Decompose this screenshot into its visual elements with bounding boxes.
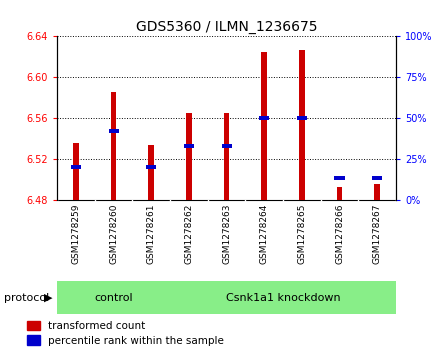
Bar bbox=[184, 144, 194, 148]
Bar bbox=[261, 52, 267, 200]
Text: control: control bbox=[94, 293, 133, 303]
Bar bbox=[57, 281, 170, 314]
Legend: transformed count, percentile rank within the sample: transformed count, percentile rank withi… bbox=[27, 321, 224, 346]
Text: GSM1278263: GSM1278263 bbox=[222, 204, 231, 264]
Bar bbox=[71, 165, 81, 169]
Bar bbox=[111, 93, 117, 200]
Bar bbox=[224, 113, 229, 200]
Bar bbox=[109, 129, 119, 133]
Bar bbox=[337, 187, 342, 200]
Text: GSM1278267: GSM1278267 bbox=[373, 204, 381, 264]
Bar bbox=[221, 144, 232, 148]
Bar bbox=[146, 165, 156, 169]
Text: GSM1278259: GSM1278259 bbox=[72, 204, 81, 264]
Bar bbox=[334, 176, 345, 180]
Text: GSM1278260: GSM1278260 bbox=[109, 204, 118, 264]
Text: GSM1278264: GSM1278264 bbox=[260, 204, 269, 264]
Bar bbox=[73, 143, 79, 200]
Bar bbox=[299, 50, 305, 200]
Text: GSM1278261: GSM1278261 bbox=[147, 204, 156, 264]
Bar bbox=[374, 184, 380, 200]
Bar bbox=[186, 113, 192, 200]
Text: ▶: ▶ bbox=[44, 293, 53, 303]
Bar bbox=[297, 116, 307, 120]
Text: GSM1278262: GSM1278262 bbox=[184, 204, 194, 264]
Text: Csnk1a1 knockdown: Csnk1a1 knockdown bbox=[226, 293, 341, 303]
Text: GSM1278265: GSM1278265 bbox=[297, 204, 306, 264]
Text: GSM1278266: GSM1278266 bbox=[335, 204, 344, 264]
Bar bbox=[148, 144, 154, 200]
Bar bbox=[170, 281, 396, 314]
Bar bbox=[372, 176, 382, 180]
Bar bbox=[259, 116, 269, 120]
Text: protocol: protocol bbox=[4, 293, 50, 303]
Title: GDS5360 / ILMN_1236675: GDS5360 / ILMN_1236675 bbox=[136, 20, 317, 34]
